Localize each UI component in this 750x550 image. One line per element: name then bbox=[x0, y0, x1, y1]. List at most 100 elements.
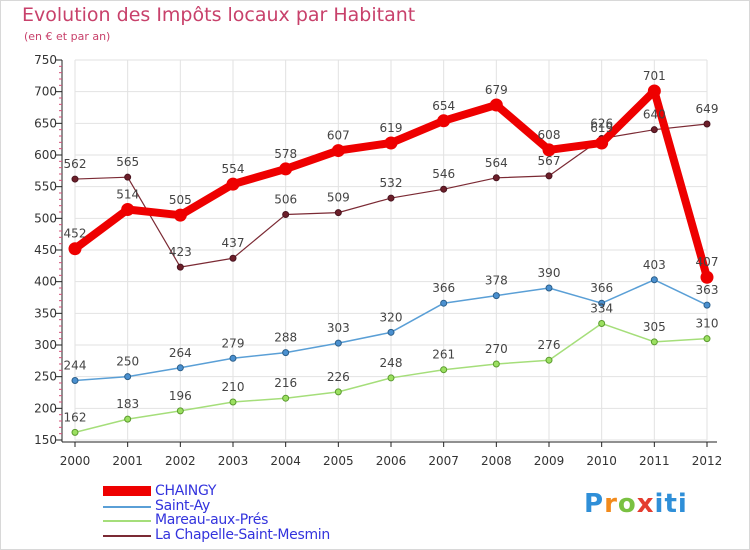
data-point-saint-ay bbox=[703, 301, 711, 309]
data-point-mareau-aux-pr-s bbox=[334, 388, 342, 396]
data-point-saint-ay bbox=[334, 339, 342, 347]
data-label-mareau-aux-pr-s: 305 bbox=[643, 320, 666, 334]
legend-swatch-saint-ay bbox=[103, 505, 151, 508]
x-tick-label: 2011 bbox=[639, 454, 670, 468]
legend-label-chaingy: CHAINGY bbox=[155, 483, 217, 499]
data-point-mareau-aux-pr-s bbox=[598, 319, 606, 327]
data-label-chaingy: 679 bbox=[485, 83, 508, 97]
data-label-la-chapelle-saint-mesmin: 437 bbox=[222, 236, 245, 250]
data-point-saint-ay bbox=[387, 328, 395, 336]
data-label-chaingy: 578 bbox=[274, 147, 297, 161]
data-point-chaingy bbox=[331, 144, 345, 158]
data-point-saint-ay bbox=[492, 292, 500, 300]
data-label-saint-ay: 279 bbox=[222, 336, 245, 350]
x-tick-label: 2004 bbox=[270, 454, 301, 468]
data-label-saint-ay: 403 bbox=[643, 258, 666, 272]
y-tick-label: 150 bbox=[34, 433, 57, 447]
data-point-chaingy bbox=[226, 177, 240, 191]
y-tick-label: 600 bbox=[34, 148, 57, 162]
data-label-mareau-aux-pr-s: 196 bbox=[169, 389, 192, 403]
data-label-saint-ay: 303 bbox=[327, 321, 350, 335]
legend-swatch-la-chapelle bbox=[103, 534, 151, 537]
data-label-mareau-aux-pr-s: 248 bbox=[380, 356, 403, 370]
data-point-saint-ay bbox=[71, 376, 79, 384]
data-point-mareau-aux-pr-s bbox=[387, 374, 395, 382]
data-point-la-chapelle-saint-mesmin bbox=[650, 126, 658, 134]
data-label-chaingy: 407 bbox=[696, 255, 719, 269]
x-tick-label: 2003 bbox=[218, 454, 249, 468]
x-tick-label: 2001 bbox=[112, 454, 143, 468]
data-label-saint-ay: 250 bbox=[116, 355, 139, 369]
data-label-chaingy: 619 bbox=[380, 121, 403, 135]
data-label-chaingy: 452 bbox=[64, 227, 87, 241]
x-tick-label: 2006 bbox=[376, 454, 407, 468]
data-point-chaingy bbox=[595, 136, 609, 150]
data-label-la-chapelle-saint-mesmin: 649 bbox=[696, 102, 719, 116]
logo-letter: o bbox=[617, 489, 637, 519]
x-tick-label: 2007 bbox=[428, 454, 459, 468]
data-point-la-chapelle-saint-mesmin bbox=[387, 194, 395, 202]
data-label-saint-ay: 264 bbox=[169, 346, 192, 360]
data-point-mareau-aux-pr-s bbox=[176, 407, 184, 415]
data-point-chaingy bbox=[542, 143, 556, 157]
data-label-mareau-aux-pr-s: 216 bbox=[274, 376, 297, 390]
data-label-la-chapelle-saint-mesmin: 506 bbox=[274, 193, 297, 207]
data-label-la-chapelle-saint-mesmin: 562 bbox=[64, 157, 87, 171]
data-point-la-chapelle-saint-mesmin bbox=[282, 211, 290, 219]
data-point-la-chapelle-saint-mesmin bbox=[124, 173, 132, 181]
data-point-la-chapelle-saint-mesmin bbox=[334, 209, 342, 217]
data-point-la-chapelle-saint-mesmin bbox=[492, 174, 500, 182]
x-tick-label: 2009 bbox=[534, 454, 565, 468]
data-point-la-chapelle-saint-mesmin bbox=[703, 120, 711, 128]
data-point-la-chapelle-saint-mesmin bbox=[229, 254, 237, 262]
data-label-saint-ay: 288 bbox=[274, 331, 297, 345]
legend-swatch-mareau bbox=[103, 520, 151, 522]
y-tick-label: 300 bbox=[34, 338, 57, 352]
data-label-mareau-aux-pr-s: 261 bbox=[432, 348, 455, 362]
proxiti-logo: Proxiti bbox=[584, 489, 688, 519]
data-point-mareau-aux-pr-s bbox=[492, 360, 500, 368]
data-label-mareau-aux-pr-s: 276 bbox=[538, 338, 561, 352]
logo-letter: r bbox=[604, 489, 618, 519]
y-tick-label: 700 bbox=[34, 85, 57, 99]
legend-label-mareau: Mareau-aux-Prés bbox=[155, 512, 269, 528]
data-label-saint-ay: 320 bbox=[380, 310, 403, 324]
data-label-la-chapelle-saint-mesmin: 423 bbox=[169, 245, 192, 259]
chart-subtitle: (en € et par an) bbox=[24, 30, 111, 43]
data-point-mareau-aux-pr-s bbox=[545, 356, 553, 364]
data-label-chaingy: 654 bbox=[432, 99, 455, 113]
data-point-saint-ay bbox=[598, 299, 606, 307]
x-tick-label: 2008 bbox=[481, 454, 512, 468]
data-label-la-chapelle-saint-mesmin: 509 bbox=[327, 191, 350, 205]
data-label-la-chapelle-saint-mesmin: 626 bbox=[590, 117, 613, 131]
data-label-mareau-aux-pr-s: 334 bbox=[590, 301, 613, 315]
data-label-mareau-aux-pr-s: 270 bbox=[485, 342, 508, 356]
data-label-mareau-aux-pr-s: 226 bbox=[327, 370, 350, 384]
chart-title: Evolution des Impôts locaux par Habitant bbox=[22, 4, 416, 26]
data-label-la-chapelle-saint-mesmin: 567 bbox=[538, 154, 561, 168]
data-point-saint-ay bbox=[545, 284, 553, 292]
data-point-chaingy bbox=[68, 242, 82, 256]
x-tick-label: 2010 bbox=[586, 454, 617, 468]
data-point-saint-ay bbox=[282, 349, 290, 357]
data-label-mareau-aux-pr-s: 310 bbox=[696, 317, 719, 331]
data-label-saint-ay: 244 bbox=[64, 358, 87, 372]
data-point-chaingy bbox=[437, 114, 451, 128]
data-point-saint-ay bbox=[176, 364, 184, 372]
data-label-saint-ay: 366 bbox=[432, 281, 455, 295]
data-point-la-chapelle-saint-mesmin bbox=[176, 263, 184, 271]
data-point-mareau-aux-pr-s bbox=[71, 428, 79, 436]
data-point-saint-ay bbox=[124, 373, 132, 381]
legend-label-la-chapelle: La Chapelle-Saint-Mesmin bbox=[155, 526, 330, 543]
data-point-chaingy bbox=[173, 208, 187, 222]
data-point-mareau-aux-pr-s bbox=[282, 394, 290, 402]
data-point-chaingy bbox=[700, 270, 714, 284]
data-label-la-chapelle-saint-mesmin: 564 bbox=[485, 156, 508, 170]
data-point-mareau-aux-pr-s bbox=[703, 335, 711, 343]
y-tick-label: 250 bbox=[34, 370, 57, 384]
data-label-saint-ay: 363 bbox=[696, 283, 719, 297]
data-point-chaingy bbox=[647, 84, 661, 98]
data-point-la-chapelle-saint-mesmin bbox=[545, 172, 553, 180]
data-label-chaingy: 554 bbox=[222, 162, 245, 176]
y-tick-label: 350 bbox=[34, 306, 57, 320]
